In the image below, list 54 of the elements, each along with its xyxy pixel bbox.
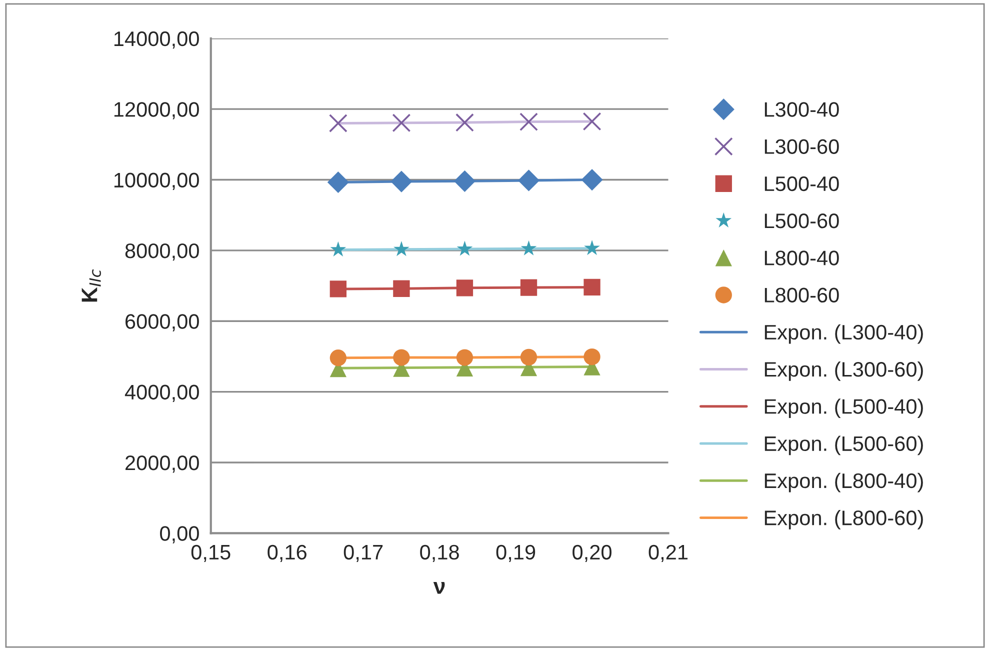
- y-tick-label: 2000,00: [126, 455, 199, 473]
- legend-label: L300-40: [764, 102, 839, 117]
- y-tick-label: 10000,00: [114, 172, 199, 190]
- point: [330, 350, 347, 366]
- x-tick-label: 0,16: [268, 544, 306, 562]
- legend-label: L500-60: [764, 213, 839, 228]
- y-tick-label: 0,00: [160, 526, 199, 544]
- y-axis-title: K$_{IIc}$: [82, 269, 101, 302]
- x-tick-label: 0,19: [496, 544, 536, 562]
- x-axis-title: ν: [433, 582, 445, 594]
- point: [394, 241, 410, 256]
- point: [520, 348, 538, 366]
- legend-label: L500-40: [764, 176, 839, 192]
- legend-label: Expon. (L300-60): [764, 361, 923, 381]
- legend-label: Expon. (L500-40): [764, 398, 923, 418]
- x-tick-label: 0,20: [572, 544, 612, 562]
- point: [327, 171, 349, 194]
- legend-label: Expon. (L500-60): [764, 436, 923, 456]
- legend-label: L800-40: [764, 250, 839, 266]
- x-tick-label: 0,21: [648, 544, 688, 562]
- point: [582, 112, 602, 131]
- point: [330, 280, 347, 298]
- point: [584, 240, 600, 256]
- point: [584, 348, 600, 366]
- point: [328, 114, 348, 132]
- point: [393, 280, 410, 297]
- point: [390, 170, 412, 192]
- x-tick-label: 0,17: [344, 544, 383, 562]
- legend-label: Expon. (L300-40): [764, 324, 923, 344]
- point: [581, 168, 603, 191]
- point: [518, 170, 540, 192]
- point: [455, 113, 474, 132]
- point: [456, 280, 474, 296]
- y-tick-label: 6000,00: [126, 314, 199, 332]
- point: [456, 240, 473, 256]
- point: [392, 114, 411, 132]
- point: [456, 349, 474, 366]
- y-tick-label: 8000,00: [125, 243, 199, 261]
- y-tick-label: 12000,00: [114, 102, 199, 120]
- legend-label: L300-60: [764, 139, 839, 154]
- point: [520, 112, 538, 132]
- point: [393, 349, 410, 366]
- y-tick-label: 4000,00: [124, 384, 199, 402]
- x-tick-label: 0,15: [191, 544, 230, 562]
- x-tick-label: 0,18: [420, 544, 459, 562]
- point: [520, 279, 538, 296]
- point: [330, 241, 346, 256]
- point: [454, 170, 476, 192]
- point: [584, 278, 600, 296]
- legend-label: Expon. (L800-40): [764, 472, 923, 492]
- legend-label: L800-60: [764, 288, 839, 303]
- point: [520, 240, 537, 256]
- legend-label: Expon. (L800-60): [764, 510, 923, 530]
- y-tick-label: 14000,00: [114, 31, 199, 49]
